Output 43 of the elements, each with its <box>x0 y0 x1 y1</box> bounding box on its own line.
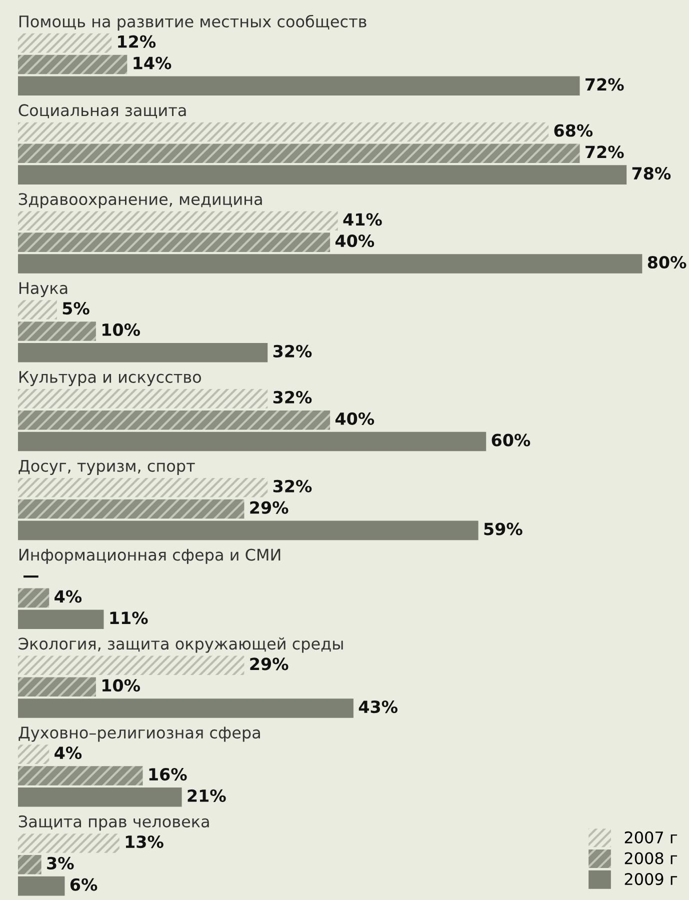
data-label: 21% <box>188 789 226 802</box>
data-label: 4% <box>54 746 82 760</box>
data-label: 13% <box>126 835 164 848</box>
data-label: 59% <box>484 522 522 536</box>
data-label: 14% <box>134 56 172 70</box>
text: — <box>23 575 38 578</box>
data-label: 12% <box>118 35 156 48</box>
data-label: 16% <box>149 768 187 781</box>
y-tick-label: Помощь на развитие местных сообществ <box>19 14 366 31</box>
data-label: 5% <box>62 302 90 315</box>
data-label: 41% <box>343 213 382 226</box>
legend-label: 2009 г <box>624 873 678 886</box>
data-label: 11% <box>110 612 148 624</box>
y-tick-label: Социальная защита <box>18 104 186 118</box>
data-label: 72% <box>586 146 624 158</box>
data-label: 32% <box>273 480 312 492</box>
data-label: 32% <box>273 390 312 404</box>
data-label: 72% <box>586 78 624 91</box>
data-label: 3% <box>47 856 74 870</box>
y-tick-label: Здравоохранение, медицина <box>18 193 262 208</box>
data-label: 68% <box>554 124 593 137</box>
y-tick-label: Информационная сфера и СМИ <box>19 548 280 564</box>
y-tick-label: Наука <box>19 282 68 298</box>
data-label: 10% <box>102 679 140 692</box>
legend-label: 2008 г <box>624 852 678 864</box>
legend-label: 2007 г <box>624 831 678 844</box>
data-label: 80% <box>648 256 686 269</box>
data-label: 43% <box>358 700 398 714</box>
data-label: 10% <box>102 323 140 336</box>
data-label: 6% <box>70 878 98 891</box>
y-tick-label: Защита прав человека <box>18 815 209 831</box>
data-label: 29% <box>250 501 288 514</box>
y-tick-label: Экология, защита окружающей среды <box>18 637 343 653</box>
data-label: 4% <box>54 590 82 603</box>
data-label: 60% <box>492 434 530 446</box>
data-label: 32% <box>273 344 312 358</box>
y-tick-label: Культура и искусство <box>19 371 201 386</box>
data-label: 40% <box>335 234 374 248</box>
y-tick-label: Досуг, туризм, спорт <box>18 460 195 475</box>
data-label: 40% <box>335 412 374 425</box>
data-label: 78% <box>632 167 671 180</box>
data-label: 29% <box>250 658 288 670</box>
y-tick-label: Духовно–религиозная сфера <box>18 726 260 742</box>
